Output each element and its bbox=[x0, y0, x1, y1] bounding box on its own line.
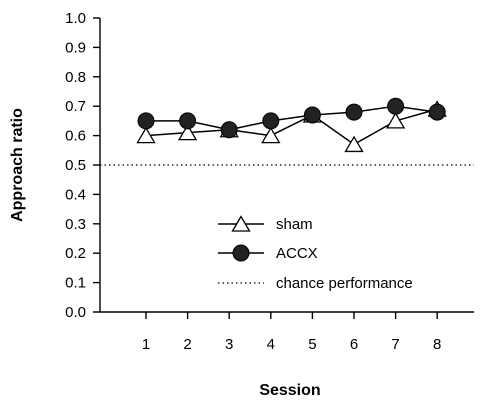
data-point-accx bbox=[220, 121, 238, 139]
data-point-sham bbox=[136, 126, 156, 144]
x-tick-label: 6 bbox=[350, 336, 358, 353]
x-axis: 1 2 3 4 5 6 7 8 bbox=[100, 311, 474, 353]
y-axis: 0.0 0.1 0.2 0.3 0.4 0.5 0.6 0.7 0.8 0.9 1.0 bbox=[65, 10, 101, 321]
y-tick-label: 0.1 bbox=[65, 275, 86, 292]
legend-item-sham: sham bbox=[218, 215, 313, 233]
data-point-accx bbox=[387, 97, 405, 115]
x-tick-label: 4 bbox=[267, 336, 275, 353]
data-point-sham bbox=[385, 112, 406, 129]
x-tick-label: 3 bbox=[225, 336, 233, 353]
y-tick-label: 0.5 bbox=[65, 157, 86, 174]
data-point-accx bbox=[345, 103, 363, 121]
legend-sham-label: sham bbox=[276, 216, 313, 233]
y-axis-title: Approach ratio bbox=[9, 108, 26, 222]
x-axis-title: Session bbox=[259, 382, 320, 399]
data-point-accx bbox=[137, 112, 155, 130]
x-tick-label: 5 bbox=[308, 336, 316, 353]
data-point-sham bbox=[261, 126, 281, 144]
y-tick-label: 0.3 bbox=[65, 216, 86, 233]
legend-chance-label: chance performance bbox=[276, 275, 413, 292]
legend-item-chance: chance performance bbox=[218, 275, 413, 292]
y-tick-label: 0.6 bbox=[65, 128, 86, 145]
y-ticks: 0.0 0.1 0.2 0.3 0.4 0.5 0.6 0.7 0.8 0.9 1.0 bbox=[65, 10, 100, 321]
x-tick-label: 2 bbox=[183, 336, 191, 353]
legend: sham ACCX chance performance bbox=[218, 215, 413, 292]
legend-accx-circle-icon bbox=[232, 244, 250, 262]
legend-sham-triangle-icon bbox=[231, 215, 251, 232]
legend-item-accx: ACCX bbox=[218, 244, 318, 262]
y-tick-label: 0.4 bbox=[65, 186, 86, 203]
data-point-accx bbox=[303, 106, 321, 124]
series-layer bbox=[136, 97, 447, 153]
y-tick-label: 0.9 bbox=[65, 39, 86, 56]
y-tick-label: 0.8 bbox=[65, 69, 86, 86]
x-tick-label: 1 bbox=[142, 336, 150, 353]
data-point-accx bbox=[428, 103, 446, 121]
data-point-accx bbox=[179, 112, 197, 130]
y-tick-label: 1.0 bbox=[65, 10, 86, 27]
y-tick-label: 0.7 bbox=[65, 98, 86, 115]
legend-accx-label: ACCX bbox=[276, 245, 318, 262]
x-tick-label: 7 bbox=[391, 336, 399, 353]
x-tick-label: 8 bbox=[433, 336, 441, 353]
x-ticks: 1 2 3 4 5 6 7 8 bbox=[142, 312, 441, 353]
y-tick-label: 0.2 bbox=[65, 245, 86, 262]
data-point-accx bbox=[262, 112, 280, 130]
y-tick-label: 0.0 bbox=[65, 304, 86, 321]
data-point-sham bbox=[344, 135, 364, 153]
data-point-sham bbox=[177, 123, 198, 141]
